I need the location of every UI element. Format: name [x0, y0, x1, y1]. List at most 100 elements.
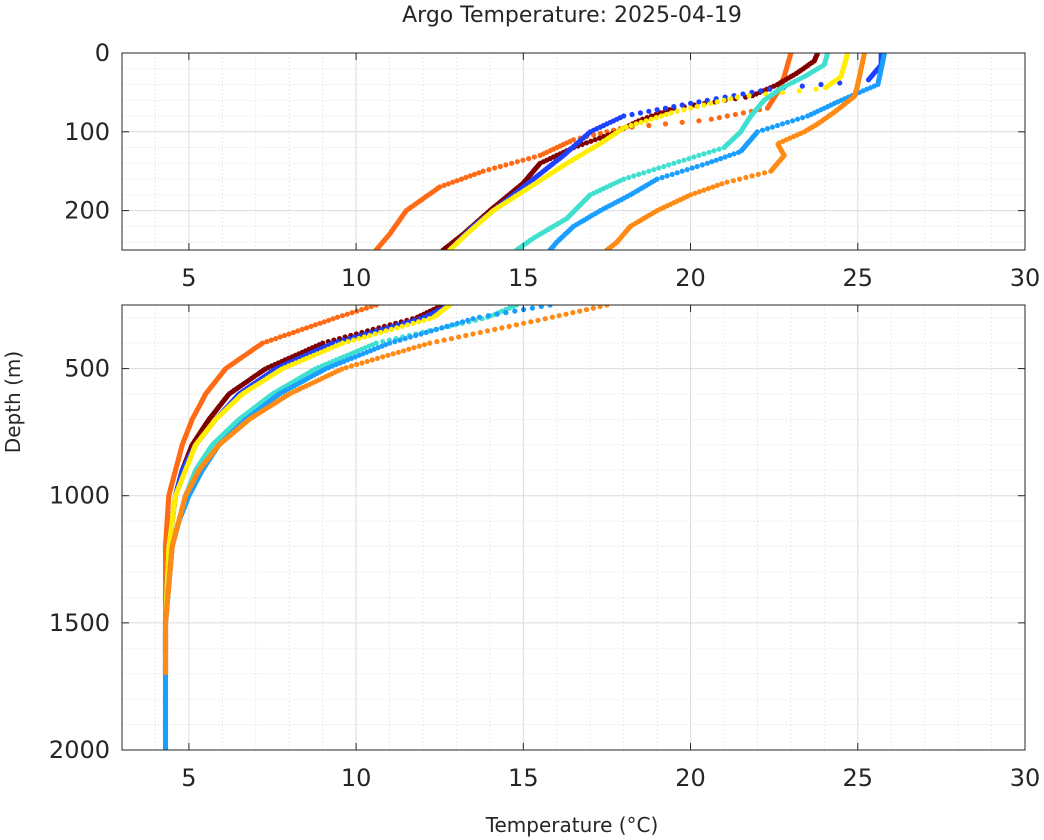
- data-point: [604, 305, 610, 308]
- data-point: [394, 325, 400, 331]
- data-point: [674, 108, 680, 114]
- data-point: [445, 181, 451, 187]
- data-point: [433, 326, 440, 332]
- data-point: [597, 135, 603, 141]
- data-point: [651, 167, 657, 173]
- data-point: [383, 328, 389, 334]
- data-point: [701, 187, 707, 193]
- data-point: [281, 332, 288, 339]
- data-point: [734, 94, 741, 100]
- data-point: [656, 165, 662, 171]
- data-point: [740, 110, 747, 116]
- data-point: [428, 328, 434, 334]
- data-point: [691, 154, 697, 160]
- series-1: [373, 53, 794, 250]
- data-point: [662, 121, 669, 127]
- data-point: [477, 329, 483, 336]
- data-point: [628, 122, 634, 129]
- data-point: [588, 138, 594, 144]
- data-point: [681, 157, 687, 163]
- plot-area-upper: [122, 53, 1025, 250]
- data-point: [339, 313, 346, 319]
- data-point: [813, 86, 819, 92]
- data-point: [679, 102, 685, 108]
- data-point: [264, 339, 270, 345]
- data-point: [470, 316, 476, 322]
- data-point: [427, 340, 433, 346]
- data-point: [531, 154, 538, 160]
- data-point: [721, 97, 727, 103]
- data-point: [343, 365, 349, 371]
- data-point: [646, 122, 652, 129]
- data-point: [577, 308, 583, 314]
- data-point: [671, 160, 677, 166]
- data-point: [646, 168, 652, 174]
- data-point: [162, 670, 169, 676]
- data-point: [514, 159, 520, 165]
- data-point: [799, 83, 805, 89]
- data-point: [768, 168, 774, 174]
- data-point: [470, 331, 476, 337]
- data-point: [592, 137, 598, 143]
- x-tick-label: 5: [181, 764, 196, 792]
- data-point: [402, 336, 408, 342]
- data-point: [727, 152, 733, 158]
- data-point: [480, 168, 486, 174]
- data-point: [730, 178, 737, 184]
- data-point: [658, 113, 664, 119]
- data-point: [434, 339, 440, 345]
- data-point: [716, 146, 722, 152]
- data-point: [604, 247, 610, 250]
- data-point: [722, 154, 728, 160]
- data-point: [654, 107, 660, 113]
- data-point: [714, 99, 720, 105]
- data-point: [701, 102, 707, 108]
- x-tick-label: 20: [675, 264, 706, 292]
- data-point: [421, 317, 427, 323]
- data-point: [399, 323, 405, 329]
- data-point: [354, 308, 360, 314]
- data-point: [688, 100, 694, 106]
- data-point: [465, 317, 471, 323]
- data-point: [484, 328, 491, 334]
- data-point: [597, 130, 603, 136]
- x-tick-label: 10: [341, 264, 372, 292]
- data-point: [708, 100, 714, 106]
- data-point: [356, 336, 362, 342]
- series-1: [162, 305, 379, 676]
- data-point: [699, 162, 705, 168]
- data-point: [711, 148, 717, 154]
- data-point: [295, 328, 301, 334]
- data-point: [696, 152, 702, 158]
- data-point: [709, 159, 715, 165]
- data-point: [740, 91, 746, 97]
- data-point: [444, 323, 450, 329]
- upper-panel: 5 10 15 20 25 30 0 100 200: [64, 39, 1040, 292]
- data-point: [732, 111, 739, 118]
- data-point: [629, 111, 635, 118]
- y-tick-label: 200: [64, 197, 110, 225]
- data-point: [359, 307, 365, 313]
- x-tick-label: 5: [181, 264, 196, 292]
- data-point: [769, 124, 776, 130]
- data-point: [299, 326, 305, 332]
- y-tick-label: 100: [64, 118, 110, 146]
- data-point: [321, 319, 327, 325]
- data-point: [743, 174, 749, 181]
- data-point: [486, 167, 492, 173]
- data-point: [492, 165, 498, 171]
- data-point: [795, 116, 801, 122]
- axes-frame-upper: [121, 52, 1026, 251]
- data-point: [410, 320, 416, 326]
- data-point: [626, 174, 632, 181]
- data-point: [570, 310, 576, 316]
- y-tick-label: 1500: [49, 609, 110, 637]
- data-point: [344, 311, 350, 317]
- data-point: [597, 305, 603, 310]
- data-point: [755, 171, 761, 177]
- data-point: [818, 81, 824, 88]
- data-point: [538, 305, 544, 310]
- data-point: [441, 182, 447, 188]
- data-point: [779, 121, 786, 127]
- data-point: [416, 343, 422, 349]
